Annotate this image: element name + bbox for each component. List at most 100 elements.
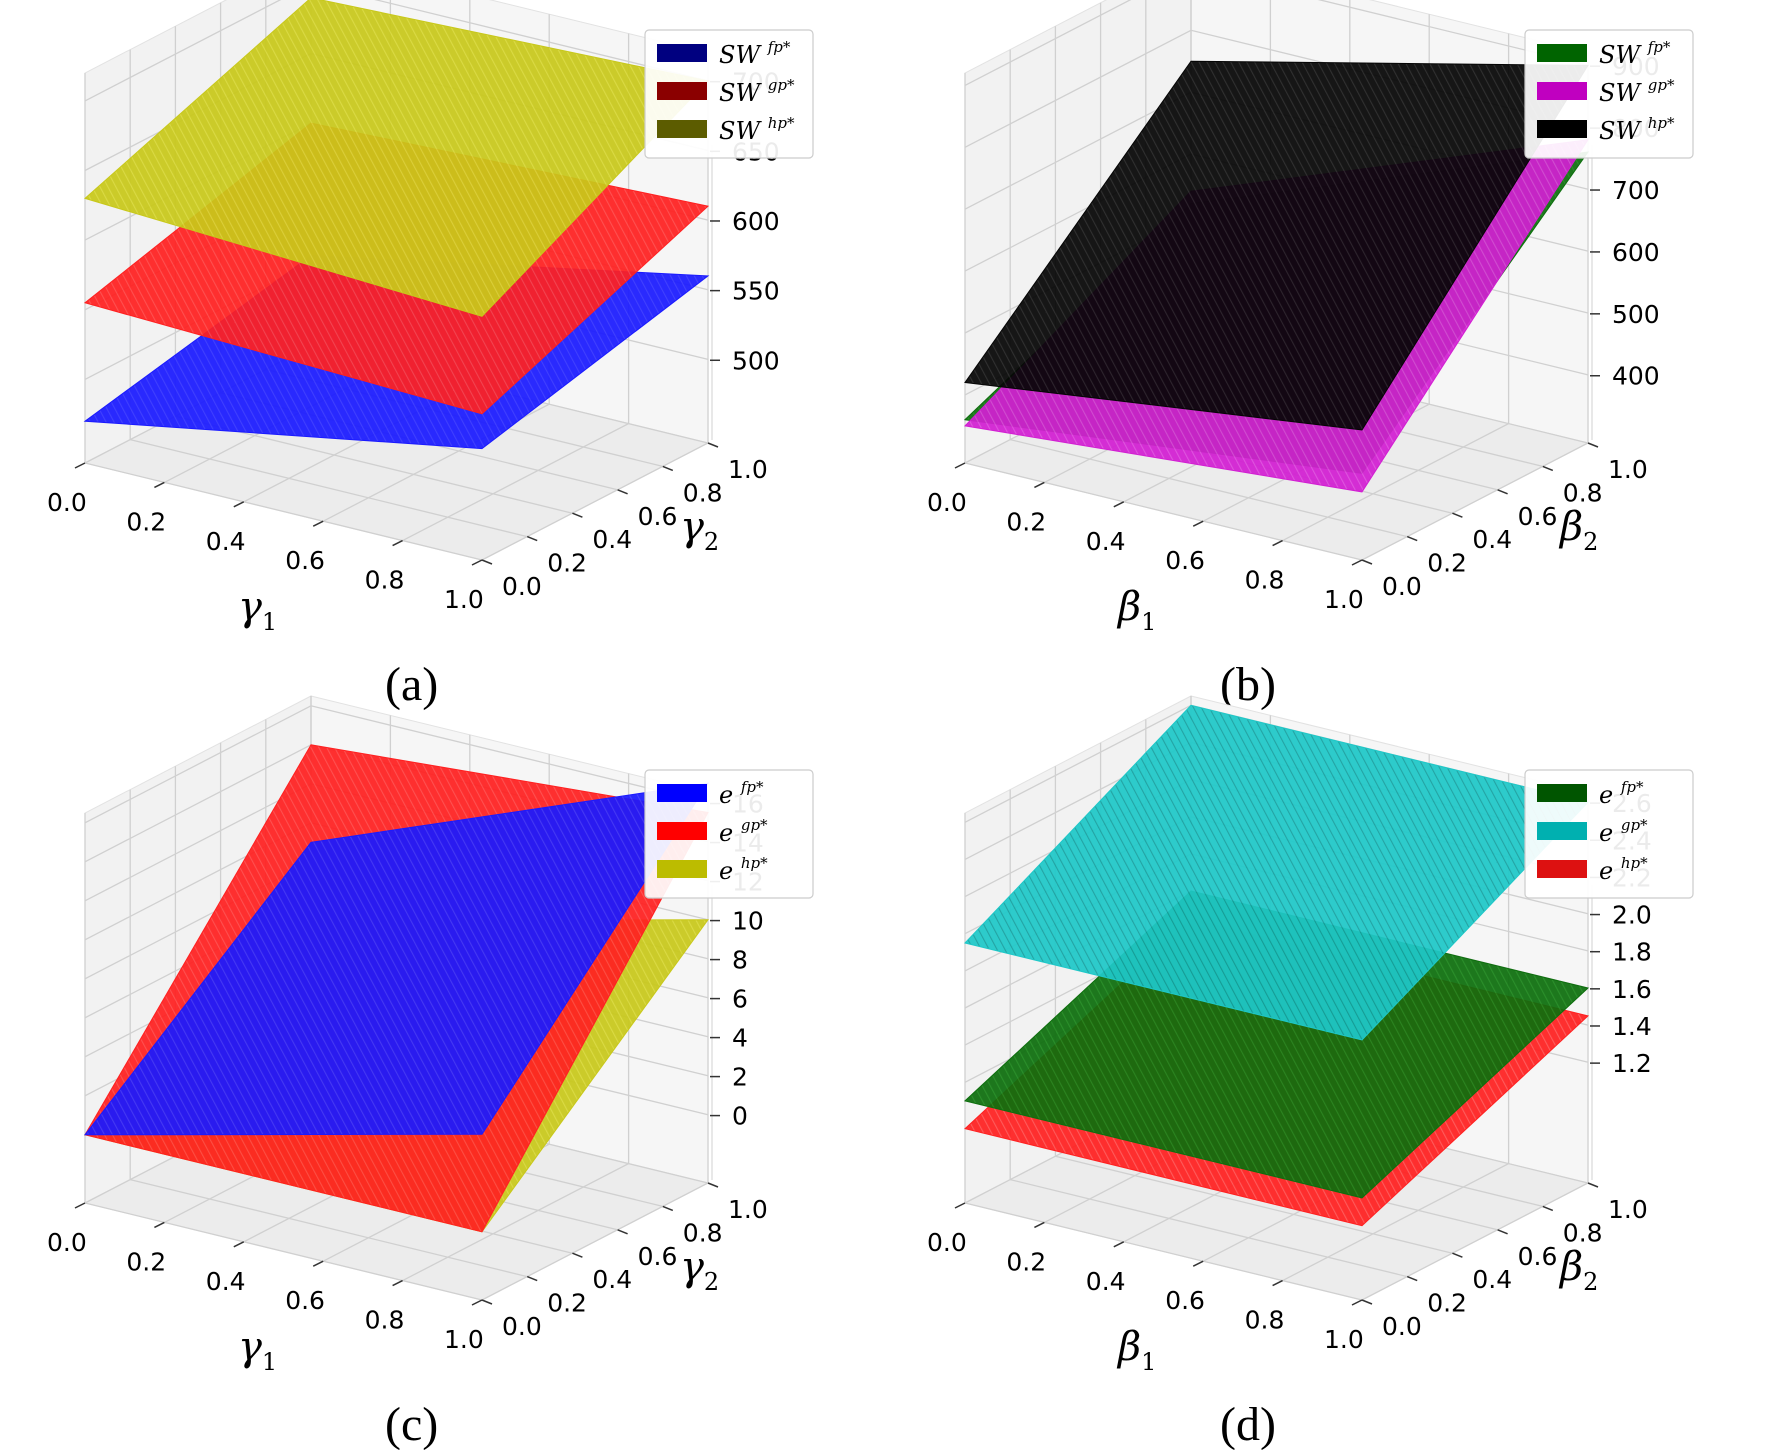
x-tick-label: 0.6 <box>285 1286 325 1315</box>
y-tick <box>526 535 538 542</box>
y-tick-label: 0.4 <box>1472 525 1512 554</box>
panel-a: 0.00.20.40.60.81.0 0.00.20.40.60.81.05005… <box>47 0 814 711</box>
panel-caption: (a) <box>385 658 438 711</box>
x-tick-label: 0.2 <box>126 1247 166 1276</box>
y-tick-label: 0.2 <box>547 1289 587 1318</box>
z-tick-label: 10 <box>732 907 764 936</box>
legend-label: e fp* <box>1599 778 1644 809</box>
y-tick-label: 0.2 <box>1427 1289 1467 1318</box>
y-axis-label: γ2 <box>680 1244 719 1296</box>
x-tick <box>1192 520 1204 527</box>
x-tick-label: 0.6 <box>1165 1286 1205 1315</box>
x-tick <box>471 559 483 566</box>
legend-swatch <box>1537 120 1587 138</box>
x-tick <box>954 462 966 469</box>
y-tick <box>1452 1252 1463 1258</box>
legend-label: SW gp* <box>719 76 795 107</box>
z-tick-label: 600 <box>1612 238 1660 267</box>
legend-label: SW fp* <box>1599 38 1671 69</box>
z-tick-label: 700 <box>1612 176 1660 205</box>
legend-label: SW hp* <box>719 114 795 145</box>
y-tick <box>526 1275 538 1282</box>
legend-label: e gp* <box>719 816 768 847</box>
y-tick <box>1361 1299 1373 1305</box>
panel-caption: (c) <box>385 1398 438 1450</box>
y-gridline <box>1009 49 1408 538</box>
y-tick-label: 0.2 <box>1427 549 1467 578</box>
z-tick-label: 1.6 <box>1612 975 1652 1004</box>
y-gridline <box>129 789 528 1278</box>
y-tick-label: 0.2 <box>547 549 587 578</box>
z-tick-label: 500 <box>732 346 780 375</box>
panel-c: 0.00.20.40.60.81.0 0.00.20.40.60.81.00246… <box>47 695 814 1450</box>
x-tick-label: 0.0 <box>927 1228 967 1257</box>
z-tick-label: 1.4 <box>1612 1012 1652 1041</box>
y-tick-label: 0.4 <box>592 1265 632 1294</box>
x-tick-label: 0.2 <box>1006 507 1046 536</box>
x-tick <box>154 481 165 489</box>
legend-swatch <box>657 822 707 840</box>
y-tick <box>662 1205 674 1212</box>
x-tick-label: 0.4 <box>206 1267 246 1296</box>
y-tick-label: 0.4 <box>1472 1265 1512 1294</box>
x-tick <box>1351 1299 1363 1306</box>
z-tick-label: 2.0 <box>1612 901 1652 930</box>
y-tick <box>1406 1275 1418 1282</box>
y-tick-label: 0.6 <box>1518 1242 1558 1271</box>
legend: e fp* e gp* e hp* <box>1524 769 1694 899</box>
panel-caption: (d) <box>1220 1398 1276 1450</box>
y-tick <box>617 1229 628 1235</box>
legend-swatch <box>1537 822 1587 840</box>
y-tick <box>481 1299 493 1305</box>
x-tick-label: 0.2 <box>1006 1247 1046 1276</box>
x-tick-label: 1.0 <box>1324 1325 1364 1354</box>
y-tick <box>1497 1229 1508 1235</box>
x-tick <box>1351 559 1363 566</box>
legend-label: e fp* <box>719 778 764 809</box>
legend: SW fp* SW gp* SW hp* <box>1524 29 1694 159</box>
tick-labels: 0.00.20.40.60.81.0 0.00.20.40.60.81.05005… <box>47 68 780 614</box>
y-tick-label: 0.8 <box>683 1218 723 1247</box>
x-tick <box>74 462 86 469</box>
x-tick <box>471 1299 483 1306</box>
x-tick <box>74 1202 86 1209</box>
x-axis-label: β1 <box>1116 584 1156 636</box>
y-tick <box>617 489 628 495</box>
y-tick-label: 0.8 <box>683 478 723 507</box>
panel-b: 0.00.20.40.60.81.0 0.00.20.40.60.81.04005… <box>927 0 1694 711</box>
legend-label: e hp* <box>719 854 768 885</box>
x-tick-label: 1.0 <box>1324 585 1364 614</box>
y-tick <box>572 1252 583 1258</box>
z-tick-label: 6 <box>732 985 748 1014</box>
z-tick-label: 0 <box>732 1102 748 1131</box>
y-tick <box>1361 559 1373 565</box>
y-tick-label: 0.8 <box>1563 478 1603 507</box>
x-tick <box>233 501 245 508</box>
legend-label: e gp* <box>1599 816 1648 847</box>
x-tick <box>1113 501 1125 508</box>
x-tick <box>312 520 324 527</box>
legend-swatch <box>657 784 707 802</box>
y-tick <box>481 559 493 565</box>
y-tick <box>1587 442 1599 448</box>
y-tick <box>1542 1205 1554 1212</box>
legend-swatch <box>657 120 707 138</box>
panel-caption: (b) <box>1220 658 1276 711</box>
legend-swatch <box>1537 44 1587 62</box>
y-tick <box>707 1182 719 1188</box>
legend-swatch <box>657 82 707 100</box>
x-tick-label: 1.0 <box>444 1325 484 1354</box>
legend: SW fp* SW gp* SW hp* <box>644 29 814 159</box>
x-tick-label: 0.6 <box>285 546 325 575</box>
tick-labels: 0.00.20.40.60.81.0 0.00.20.40.60.81.01.21… <box>927 789 1652 1354</box>
y-tick-label: 0.6 <box>638 1242 678 1271</box>
x-tick-label: 0.4 <box>1086 1267 1126 1296</box>
x-tick-label: 0.4 <box>206 527 246 556</box>
x-tick <box>312 1260 324 1267</box>
legend: e fp* e gp* e hp* <box>644 769 814 899</box>
x-tick-label: 0.8 <box>365 1306 405 1335</box>
x-tick <box>1113 1241 1125 1248</box>
legend-label: SW fp* <box>719 38 791 69</box>
y-tick <box>1497 489 1508 495</box>
